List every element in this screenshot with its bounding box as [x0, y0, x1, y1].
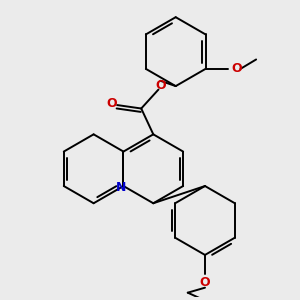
Text: O: O: [107, 97, 117, 110]
Text: O: O: [155, 79, 166, 92]
Text: O: O: [231, 62, 242, 75]
Text: O: O: [200, 276, 210, 289]
Text: N: N: [116, 182, 126, 194]
